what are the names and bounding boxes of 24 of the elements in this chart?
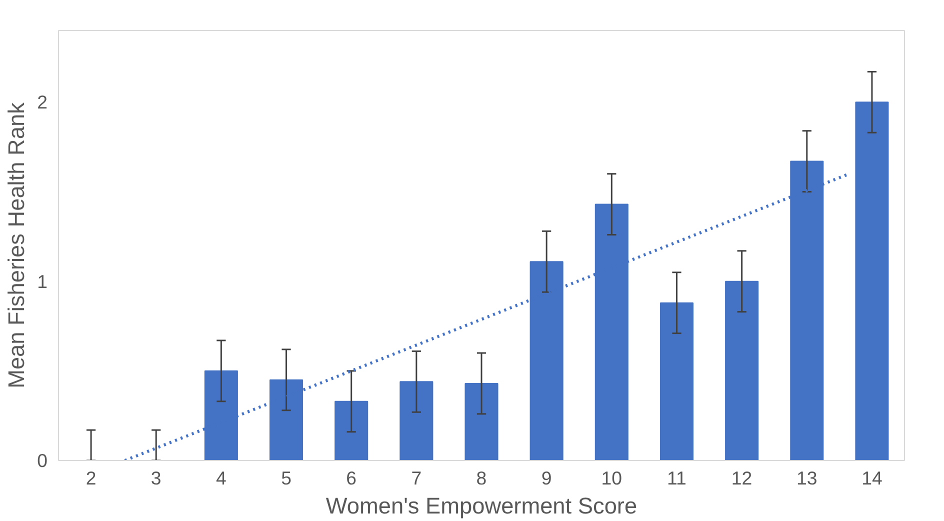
bar [334, 400, 368, 460]
bar [660, 302, 694, 460]
x-tick-label: 9 [541, 468, 552, 488]
y-axis-title: Mean Fisheries Health Rank [3, 102, 30, 388]
bar [855, 102, 889, 460]
x-tick-label: 6 [346, 468, 357, 488]
x-tick-label: 4 [216, 468, 226, 488]
bar [400, 381, 434, 460]
bar [464, 382, 498, 460]
x-tick-label: 12 [731, 468, 752, 488]
x-tick-label: 2 [86, 468, 96, 488]
x-tick-label: 3 [150, 468, 162, 488]
y-tick-label: 0 [37, 450, 48, 471]
x-tick-label: 14 [862, 468, 882, 488]
x-tick-label: 10 [601, 468, 622, 488]
x-axis-title: Women's Empowerment Score [326, 492, 638, 518]
x-tick-label: 8 [476, 468, 487, 488]
x-tick-label: 11 [667, 468, 686, 488]
x-tick-label: 7 [411, 468, 422, 488]
y-tick-label: 1 [37, 270, 48, 292]
bar [725, 280, 759, 460]
x-tick-label: 5 [281, 468, 292, 488]
y-tick-label: 2 [37, 92, 48, 113]
x-tick-label: 13 [796, 468, 818, 488]
